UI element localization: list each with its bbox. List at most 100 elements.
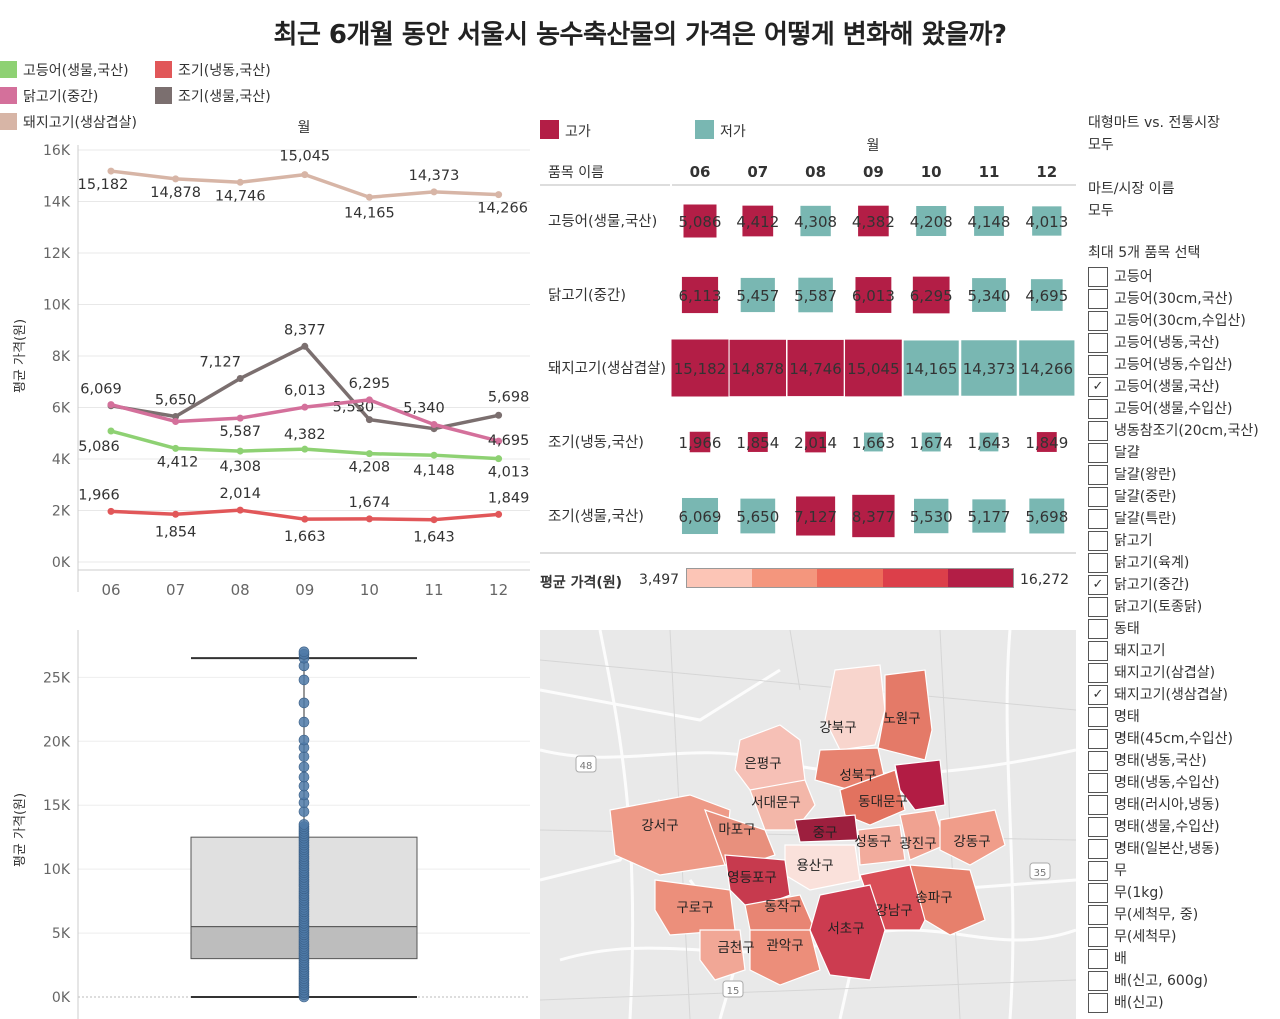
series-point[interactable] [301,403,309,411]
checkbox-checked-icon[interactable]: ✓ [1088,575,1108,595]
series-point[interactable] [236,414,244,422]
series-point[interactable] [301,342,309,350]
checkbox-icon[interactable] [1088,443,1108,463]
item-checkbox[interactable]: 명태(러시아,냉동) [1088,794,1278,816]
table-cell-mark[interactable] [729,339,787,397]
box-plot-point[interactable] [298,789,310,801]
series-point[interactable] [236,374,244,382]
checkbox-icon[interactable] [1088,751,1108,771]
district-shape[interactable] [857,824,906,866]
series-point[interactable] [495,455,503,463]
item-checkbox[interactable]: 배(신고) [1088,992,1278,1014]
item-checkbox[interactable]: 무(1kg) [1088,882,1278,904]
series-point[interactable] [107,167,115,175]
highlight-legend-item[interactable]: 저가 [695,120,746,141]
item-checkbox[interactable]: 달걀 [1088,442,1278,464]
checkbox-icon[interactable] [1088,267,1108,287]
checkbox-icon[interactable] [1088,949,1108,969]
table-cell-mark[interactable] [855,277,892,313]
series-point[interactable] [430,188,438,196]
checkbox-icon[interactable] [1088,971,1108,991]
item-checkbox[interactable]: 고등어(30cm,국산) [1088,288,1278,310]
item-checkbox[interactable]: 돼지고기 [1088,640,1278,662]
box-plot-point[interactable] [298,674,310,686]
box-plot-point[interactable] [298,716,310,728]
checkbox-icon[interactable] [1088,311,1108,331]
table-cell-mark[interactable] [972,499,1006,533]
checkbox-icon[interactable] [1088,531,1108,551]
table-cell-mark[interactable] [796,496,836,536]
checkbox-icon[interactable] [1088,861,1108,881]
checkbox-icon[interactable] [1088,465,1108,485]
item-checkbox[interactable]: 닭고기(육계) [1088,552,1278,574]
table-cell-mark[interactable] [852,494,895,538]
checkbox-checked-icon[interactable]: ✓ [1088,685,1108,705]
market-type-filter-value[interactable]: 모두 [1088,137,1114,153]
table-cell-mark[interactable] [921,432,941,452]
district-shape[interactable] [749,779,816,831]
series-point[interactable] [172,413,180,421]
series-point[interactable] [365,396,373,404]
item-checkbox[interactable]: 명태(냉동,국산) [1088,750,1278,772]
table-cell-mark[interactable] [689,431,711,453]
item-checkbox[interactable]: 명태 [1088,706,1278,728]
item-checkbox[interactable]: ✓ 닭고기(중간) [1088,574,1278,596]
district-shape[interactable] [749,929,821,986]
box-plot-point[interactable] [298,697,310,709]
line-legend-item[interactable]: 조기(냉동,국산) [155,60,271,80]
checkbox-icon[interactable] [1088,773,1108,793]
item-checkbox[interactable]: ✓ 돼지고기(생삼겹살) [1088,684,1278,706]
checkbox-icon[interactable] [1088,597,1108,617]
series-point[interactable] [172,175,180,183]
item-checkbox[interactable]: 냉동참조기(20cm,국산) [1088,420,1278,442]
checkbox-icon[interactable] [1088,927,1108,947]
item-checkbox[interactable]: 명태(45cm,수입산) [1088,728,1278,750]
checkbox-icon[interactable] [1088,883,1108,903]
checkbox-icon[interactable] [1088,663,1108,683]
table-cell-mark[interactable] [787,339,844,397]
table-cell-mark[interactable] [916,205,947,237]
item-checkbox[interactable]: 배 [1088,948,1278,970]
checkbox-icon[interactable] [1088,553,1108,573]
table-cell-mark[interactable] [858,205,889,237]
checkbox-icon[interactable] [1088,509,1108,529]
box-plot-point[interactable] [298,780,310,792]
series-point[interactable] [365,193,373,201]
table-cell-mark[interactable] [845,339,902,397]
table-cell-mark[interactable] [681,497,719,535]
district-shape[interactable] [939,809,1006,866]
series-point[interactable] [430,451,438,459]
box-plot-point[interactable] [298,761,310,773]
series-point[interactable] [107,427,115,435]
table-cell-mark[interactable] [742,205,774,237]
line-legend-item[interactable]: 고등어(생물,국산) [0,60,129,80]
table-cell-mark[interactable] [1032,206,1062,236]
item-checkbox[interactable]: 고등어 [1088,266,1278,288]
item-checkbox[interactable]: 달걀(중란) [1088,486,1278,508]
checkbox-icon[interactable] [1088,487,1108,507]
series-point[interactable] [365,416,373,424]
table-cell-mark[interactable] [1019,340,1075,396]
table-cell-mark[interactable] [972,278,1006,312]
line-legend-item[interactable]: 돼지고기(생삼겹살) [0,112,137,132]
table-cell-mark[interactable] [863,432,883,452]
item-checkbox[interactable]: 닭고기 [1088,530,1278,552]
checkbox-icon[interactable] [1088,905,1108,925]
table-cell-mark[interactable] [903,340,959,396]
item-checkbox[interactable]: 닭고기(토종닭) [1088,596,1278,618]
item-checkbox[interactable]: 무 [1088,860,1278,882]
series-point[interactable] [430,516,438,524]
item-checkbox[interactable]: 고등어(냉동,수입산) [1088,354,1278,376]
checkbox-icon[interactable] [1088,333,1108,353]
box-plot-point[interactable] [298,771,310,783]
series-point[interactable] [107,401,115,409]
checkbox-icon[interactable] [1088,795,1108,815]
item-checkbox[interactable]: 동태 [1088,618,1278,640]
table-cell-mark[interactable] [974,206,1004,236]
checkbox-icon[interactable] [1088,399,1108,419]
item-checkbox[interactable]: 달걀(왕란) [1088,464,1278,486]
item-checkbox[interactable]: 명태(생물,수입산) [1088,816,1278,838]
item-checkbox[interactable]: 무(세척무, 중) [1088,904,1278,926]
item-checkbox[interactable]: 고등어(30cm,수입산) [1088,310,1278,332]
table-cell-mark[interactable] [681,276,719,314]
